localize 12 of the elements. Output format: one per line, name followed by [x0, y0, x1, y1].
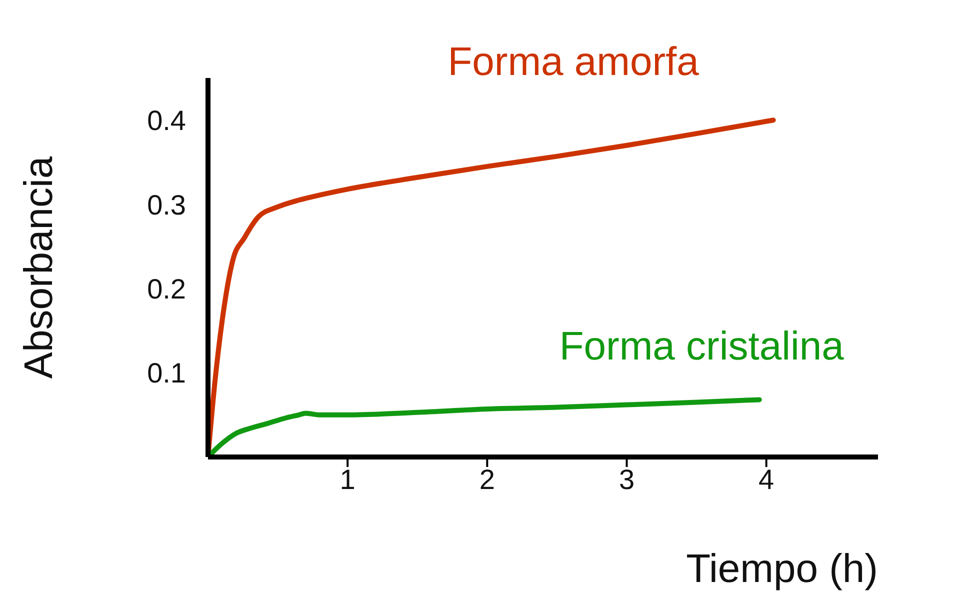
y-tick-label: 0.2 [147, 273, 186, 304]
y-tick-label: 0.3 [147, 189, 186, 220]
x-tick-label: 4 [758, 464, 774, 495]
y-tick-label: 0.1 [147, 358, 186, 389]
y-tick-label: 0.4 [147, 105, 186, 136]
series-label: Forma amorfa [448, 40, 700, 84]
x-tick-label: 3 [618, 464, 635, 495]
x-axis-title: Tiempo (h) [686, 547, 878, 591]
x-tick-label: 2 [479, 464, 495, 495]
y-axis-title: Absorbancia [17, 156, 62, 379]
series-label: Forma cristalina [559, 324, 845, 369]
x-tick-label: 1 [340, 464, 356, 495]
